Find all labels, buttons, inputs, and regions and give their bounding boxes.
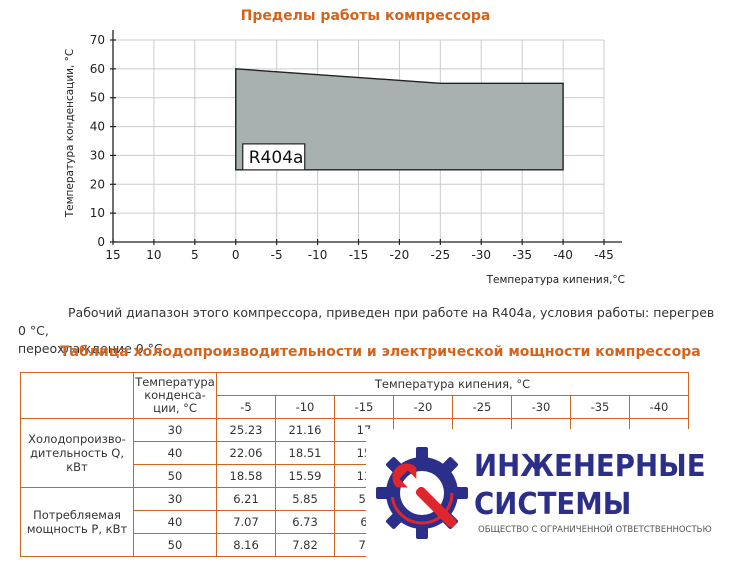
- logo-title-line-1: ИНЖЕНЕРНЫЕ: [474, 449, 706, 484]
- company-logo: ИНЖЕНЕРНЫЕ СИСТЕМЫ ОБЩЕСТВО С ОГРАНИЧЕНН…: [366, 429, 718, 562]
- value-cell: 6.21: [216, 487, 276, 511]
- table-title: Таблица холодопроизводительности и элект…: [60, 344, 701, 360]
- y-tick-label: 10: [90, 206, 105, 220]
- value-cell: 18.58: [216, 464, 276, 488]
- te-header-cell: -25: [452, 395, 512, 419]
- condensing-temp-cell: 50: [133, 464, 217, 488]
- x-tick-label: -35: [512, 248, 532, 262]
- gear-wrench-logo-icon: [376, 447, 468, 539]
- condensing-temp-cell: 40: [133, 441, 217, 465]
- value-cell: 5.85: [275, 487, 335, 511]
- refrigerant-label-box: [242, 143, 306, 171]
- header-empty-cell: [20, 372, 134, 419]
- te-header-cell: -20: [393, 395, 453, 419]
- x-tick-label: -15: [349, 248, 369, 262]
- value-cell: 15.59: [275, 464, 335, 488]
- group-label-cell: Потребляемая мощность Р, кВт: [20, 487, 134, 557]
- te-header-cell: -10: [275, 395, 335, 419]
- value-cell: 22.06: [216, 441, 276, 465]
- x-tick-label: -25: [431, 248, 451, 262]
- value-cell: 25.23: [216, 418, 276, 442]
- x-tick-label: -40: [553, 248, 573, 262]
- y-tick-label: 20: [90, 177, 105, 191]
- y-tick-label: 50: [90, 91, 105, 105]
- paragraph-line-2: переохлаждение 0 °С.: [18, 341, 167, 356]
- header-evaporating-temp: Температура кипения, °С: [216, 372, 689, 396]
- y-tick-label: 30: [90, 148, 105, 162]
- y-tick-label: 60: [90, 62, 105, 76]
- chart-title: Пределы работы компрессора: [240, 8, 491, 24]
- operating-envelope-area: [235, 68, 564, 171]
- y-tick-label: 70: [90, 33, 105, 47]
- header-condensing-temp: Температура конденса-ции, °С: [133, 372, 217, 419]
- x-tick-label: 10: [146, 248, 161, 262]
- te-header-cell: -5: [216, 395, 276, 419]
- logo-title-line-2: СИСТЕМЫ: [474, 487, 632, 522]
- x-tick-label: 5: [191, 248, 199, 262]
- te-header-cell: -35: [570, 395, 630, 419]
- y-tick-label: 0: [97, 235, 105, 249]
- operating-range-paragraph: Рабочий диапазон этого компрессора, прив…: [18, 304, 718, 358]
- y-axis-title: Температура конденсации, °С: [64, 49, 76, 218]
- paragraph-line-1: Рабочий диапазон этого компрессора, прив…: [18, 305, 715, 338]
- x-tick-label: 0: [232, 248, 240, 262]
- x-tick-label: -5: [271, 248, 283, 262]
- table-header-row: Температура конденса-ции, °С Температура…: [20, 372, 689, 419]
- x-axis-title: Температура кипения,°С: [486, 274, 625, 286]
- condensing-temp-cell: 30: [133, 487, 217, 511]
- value-cell: 7.07: [216, 510, 276, 534]
- condensing-temp-cell: 50: [133, 533, 217, 557]
- te-header-cell: -40: [629, 395, 689, 419]
- y-tick-label: 40: [90, 120, 105, 134]
- condensing-temp-cell: 40: [133, 510, 217, 534]
- value-cell: 21.16: [275, 418, 335, 442]
- x-tick-label: -45: [594, 248, 614, 262]
- refrigerant-label: R404a: [249, 148, 304, 168]
- x-tick-label: -20: [390, 248, 410, 262]
- logo-subtitle: ОБЩЕСТВО С ОГРАНИЧЕННОЙ ОТВЕТСТВЕННОСТЬЮ: [478, 525, 712, 535]
- x-tick-label: -30: [471, 248, 491, 262]
- x-tick-label: -10: [308, 248, 328, 262]
- value-cell: 18.51: [275, 441, 335, 465]
- value-cell: 8.16: [216, 533, 276, 557]
- condensing-temp-cell: 30: [133, 418, 217, 442]
- value-cell: 7.82: [275, 533, 335, 557]
- te-header-cell: -15: [334, 395, 394, 419]
- value-cell: 6.73: [275, 510, 335, 534]
- group-label-cell: Холодопроизво-дительность Q, кВт: [20, 418, 134, 488]
- te-header-cell: -30: [511, 395, 571, 419]
- x-tick-label: 15: [105, 248, 120, 262]
